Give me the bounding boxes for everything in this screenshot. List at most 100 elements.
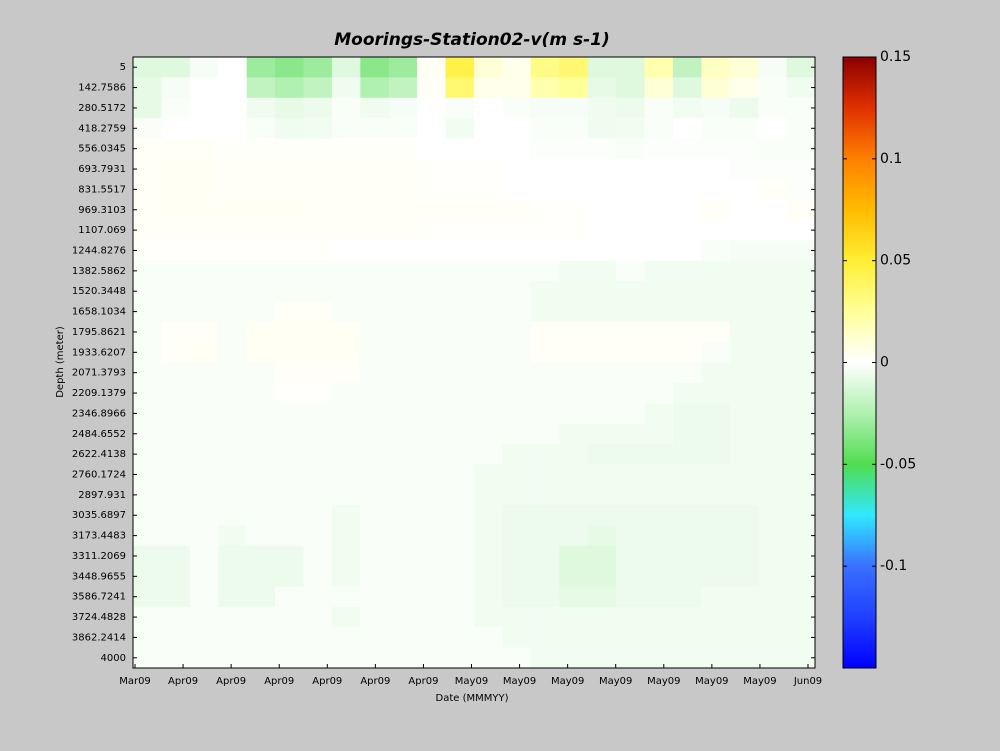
- heat-cell: [133, 423, 162, 445]
- heat-cell: [559, 484, 589, 506]
- heat-cell: [758, 138, 788, 160]
- heat-cell: [303, 57, 333, 78]
- heat-cell: [672, 403, 702, 425]
- heat-cell: [502, 138, 532, 160]
- y-tick-label: 3448.9655: [72, 571, 126, 582]
- heat-cell: [644, 484, 674, 506]
- heat-cell: [616, 57, 645, 78]
- heat-cell: [189, 647, 219, 669]
- heat-cell: [644, 627, 674, 649]
- heat-cell: [474, 118, 503, 139]
- heat-cell: [417, 342, 447, 363]
- heat-cell: [218, 342, 248, 363]
- heat-cell: [246, 77, 276, 99]
- heat-cell: [189, 301, 219, 323]
- heat-cell: [644, 138, 674, 160]
- heat-cell: [701, 219, 731, 241]
- heat-cell: [161, 199, 191, 221]
- heat-cell: [360, 199, 390, 221]
- heat-cell: [388, 342, 418, 363]
- heat-cell: [786, 362, 816, 384]
- heat-cell: [161, 219, 191, 241]
- heat-cell: [360, 301, 390, 323]
- heat-cell: [701, 260, 731, 282]
- heat-cell: [786, 464, 816, 486]
- heat-cell: [587, 77, 617, 99]
- heat-cell: [303, 219, 333, 241]
- y-tick-label: 1658.1034: [72, 307, 126, 318]
- heat-cell: [360, 525, 390, 547]
- heat-cell: [502, 281, 532, 302]
- heat-cell: [246, 158, 276, 180]
- heat-cell: [587, 525, 617, 547]
- heat-cell: [189, 362, 219, 384]
- heat-cell: [331, 179, 361, 201]
- heat-cell: [303, 179, 333, 201]
- heat-cell: [218, 118, 248, 139]
- heat-cell: [303, 606, 333, 628]
- heat-cell: [474, 260, 503, 282]
- heat-cell: [133, 199, 162, 221]
- heat-cell: [417, 260, 447, 282]
- heat-cell: [530, 97, 560, 119]
- heat-cell: [644, 362, 674, 384]
- heat-cell: [587, 443, 617, 465]
- heat-cell: [133, 606, 162, 628]
- heat-cell: [303, 97, 333, 119]
- heat-cell: [474, 281, 503, 302]
- y-tick-label: 2484.6552: [72, 429, 126, 440]
- heat-cell: [360, 403, 390, 425]
- heat-cell: [530, 443, 560, 465]
- heat-cell: [417, 464, 447, 486]
- heat-cell: [758, 566, 788, 588]
- heat-cell: [445, 77, 475, 99]
- heat-cell: [616, 301, 645, 323]
- heat-cell: [644, 545, 674, 567]
- heat-cell: [474, 138, 503, 160]
- heat-cell: [417, 362, 447, 384]
- heat-cell: [701, 606, 731, 628]
- heat-cell: [530, 179, 560, 201]
- heat-cell: [644, 342, 674, 363]
- heat-cell: [729, 57, 759, 78]
- heat-cell: [786, 57, 816, 78]
- heat-cell: [786, 179, 816, 201]
- heat-cell: [303, 199, 333, 221]
- heat-cell: [331, 505, 361, 526]
- heat-cell: [559, 240, 589, 262]
- heat-cell: [474, 179, 503, 201]
- heat-cell: [701, 57, 731, 78]
- heat-cell: [758, 545, 788, 567]
- heat-cell: [474, 606, 503, 628]
- heat-cell: [474, 566, 503, 588]
- heat-cell: [246, 505, 276, 526]
- heat-cell: [360, 362, 390, 384]
- heat-cell: [729, 199, 759, 221]
- heat-cell: [161, 118, 191, 139]
- heat-cell: [530, 281, 560, 302]
- heat-cell: [701, 281, 731, 302]
- heat-cell: [559, 342, 589, 363]
- heat-cell: [530, 586, 560, 608]
- heat-cell: [331, 240, 361, 262]
- y-tick-label: 1382.5862: [72, 266, 126, 277]
- heat-cell: [218, 627, 248, 649]
- heat-cell: [701, 97, 731, 119]
- heat-cell: [445, 505, 475, 526]
- heat-cell: [445, 219, 475, 241]
- heat-cell: [530, 321, 560, 343]
- heat-cell: [701, 118, 731, 139]
- heat-cell: [729, 403, 759, 425]
- heat-cell: [189, 240, 219, 262]
- heat-cell: [417, 382, 447, 404]
- heat-cell: [246, 525, 276, 547]
- heat-cell: [246, 484, 276, 506]
- heat-cell: [758, 240, 788, 262]
- heat-cell: [161, 566, 191, 588]
- heat-cell: [474, 57, 503, 78]
- heat-cell: [729, 525, 759, 547]
- heat-cell: [445, 158, 475, 180]
- heat-cell: [729, 443, 759, 465]
- heat-cell: [786, 281, 816, 302]
- y-tick-label: 2760.1724: [72, 470, 126, 481]
